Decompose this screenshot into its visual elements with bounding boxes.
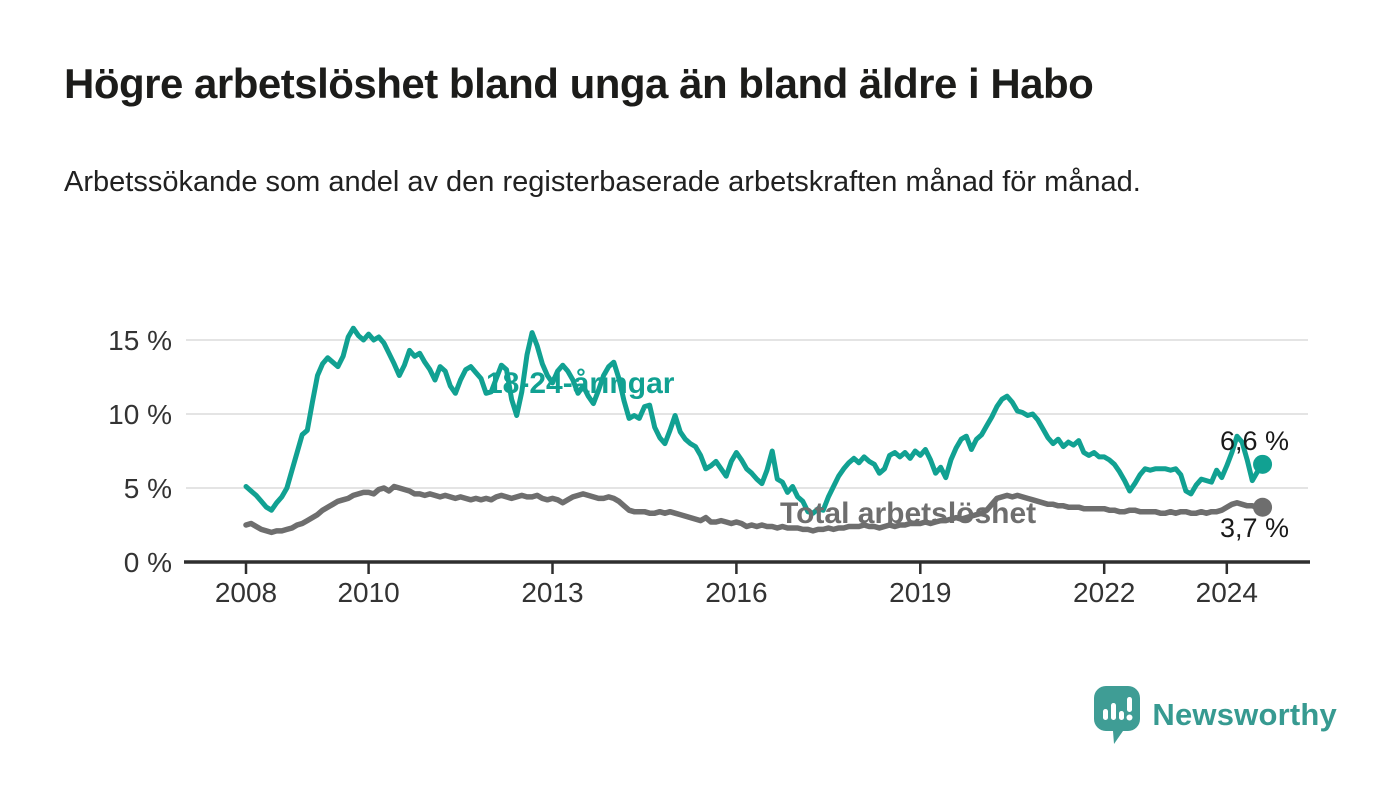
series-label-youth: 18-24-åringar xyxy=(486,367,675,400)
x-tick-label: 2024 xyxy=(1196,577,1258,608)
x-tick-label: 2010 xyxy=(337,577,399,608)
x-tick-label: 2008 xyxy=(215,577,277,608)
end-dot-1 xyxy=(1253,497,1273,517)
series-label-total: Total arbetslöshet xyxy=(780,497,1037,530)
series-line-1 xyxy=(243,483,1266,536)
y-tick-label: 10 % xyxy=(108,399,172,430)
end-value-label-youth: 6,6 % xyxy=(1220,426,1290,456)
end-dot-0 xyxy=(1253,454,1273,474)
chart-subtitle: Arbetssökande som andel av den registerb… xyxy=(64,166,1141,198)
series-line-0 xyxy=(243,325,1266,516)
y-tick-label: 0 % xyxy=(124,547,172,578)
x-tick-label: 2022 xyxy=(1073,577,1135,608)
newsworthy-logo-icon xyxy=(1094,686,1141,744)
brand-name: Newsworthy xyxy=(1152,697,1337,732)
y-tick-label: 15 % xyxy=(108,325,172,356)
brand-footer: Newsworthy xyxy=(1093,684,1337,746)
x-tick-label: 2013 xyxy=(521,577,583,608)
page-title: Högre arbetslöshet bland unga än bland ä… xyxy=(64,60,1094,107)
x-tick-label: 2016 xyxy=(705,577,767,608)
x-tick-label: 2019 xyxy=(889,577,951,608)
y-tick-label: 5 % xyxy=(124,473,172,504)
end-value-label-total: 3,7 % xyxy=(1220,513,1290,543)
